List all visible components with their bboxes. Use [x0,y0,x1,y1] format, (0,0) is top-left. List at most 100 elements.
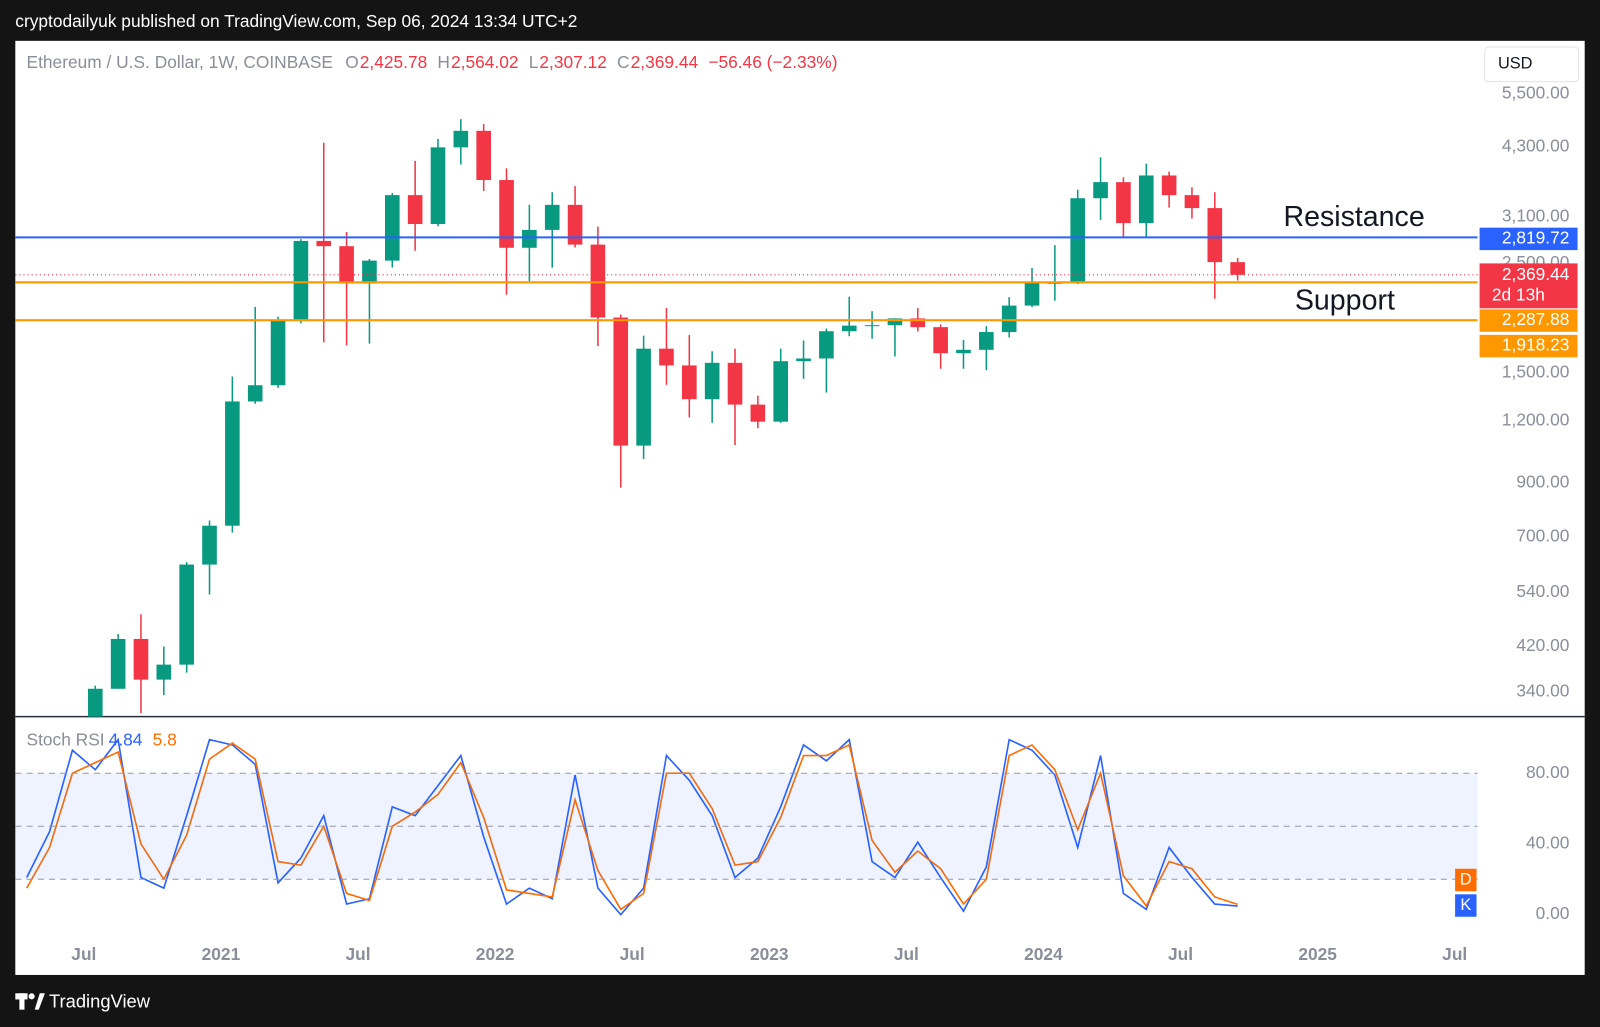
candle-body [1138,175,1154,224]
x-tick-label: Jul [1168,944,1193,964]
candle-body [1001,305,1017,333]
ohlc-key: C [617,52,630,72]
y-tick-label: 340.00 [1516,680,1569,700]
candle-body [407,195,423,225]
candle-body [316,240,332,247]
series-name: D [1460,870,1472,888]
annotation: Support [1295,285,1395,317]
candle-body [476,130,491,181]
ohlc-key: H [437,52,450,72]
stoch-line [26,742,1238,911]
candle-body [613,317,629,446]
candle-body [179,564,194,665]
candle-body [910,318,926,328]
last-price-label: 2,369.44 [1502,264,1570,284]
candle-body [133,638,149,680]
indicator-title: Stoch RSI [27,730,105,750]
x-tick-label: 2023 [750,944,789,964]
x-tick-label: Jul [71,944,96,964]
x-tick-label: Jul [345,944,370,964]
currency[interactable]: USD [1498,55,1533,73]
y-tick-label: 420.00 [1516,635,1569,655]
series-badge [1455,868,1477,892]
chart-area [15,40,1585,975]
candle-body [1230,262,1245,275]
candle-body [339,246,354,284]
candle-body [750,404,766,422]
candle-body [1161,175,1177,196]
candle-body [499,180,514,248]
candle-body [1184,195,1200,209]
candle-body [841,325,857,332]
ohlc-value: 2,307.12 [539,52,607,72]
candle-body [225,401,240,526]
candle-body [156,664,172,680]
candle-body [110,638,126,689]
level-badge [1479,334,1578,358]
candle-body [430,147,446,225]
indicator-value: 4.84 [109,730,143,750]
y-tick-label: 540.00 [1516,581,1569,601]
series-badge [1455,894,1477,917]
ohlc-value: 2,369.44 [631,52,699,72]
candle-body [659,348,674,366]
candle-body [362,260,377,284]
candle-body [864,325,880,327]
y-tick-label: 80.00 [1526,762,1569,782]
y-tick-label: 1,200.00 [1502,410,1570,430]
candle-body [956,349,971,354]
publish-info: cryptodailyuk published on TradingView.c… [15,11,577,31]
x-tick-label: 2022 [476,944,515,964]
candle-body [384,195,400,261]
ohlc-value: 2,564.02 [451,52,519,72]
y-tick-label: 3,100.00 [1502,206,1570,226]
candle-body [1024,282,1040,306]
candle-body [522,229,537,248]
footer-brand: TradingView [49,990,151,1011]
candle-body [681,365,697,400]
candle-body [773,361,789,422]
candle-body [590,244,606,318]
level-label: 2,287.88 [1502,309,1570,329]
candle-body [819,331,834,359]
currency-button[interactable] [1484,46,1580,83]
ohlc-key: O [345,52,358,72]
candle-body [979,332,994,350]
candle-body [293,240,309,321]
y-tick-label: 5,500.00 [1502,82,1570,102]
y-tick-label: 0.00 [1536,903,1570,923]
candle-body [1207,208,1223,263]
x-tick-label: Jul [620,944,645,964]
candle-body [453,130,469,148]
candle-body [202,525,217,565]
y-tick-label: 40.00 [1526,833,1569,853]
candle-body [887,318,903,326]
x-tick-label: 2024 [1024,944,1063,964]
candle-body [1093,182,1108,199]
y-tick-label: 700.00 [1516,525,1569,545]
ohlc-key: L [529,52,539,72]
level-label: 1,918.23 [1502,335,1570,355]
x-tick-label: Jul [1442,944,1467,964]
ohlc-value: 2,425.78 [360,52,428,72]
x-tick-label: 2021 [202,944,241,964]
y-tick-label: 1,500.00 [1502,362,1570,382]
candle-body [636,348,651,446]
footer-logo [15,993,45,1010]
x-tick-label: 2025 [1298,944,1337,964]
last-price-badge [1479,263,1578,309]
candle-body [933,327,948,354]
candle-body [270,320,286,386]
candle-body [727,362,743,405]
level-badge [1479,227,1578,251]
candle-body [544,204,560,230]
annotation: Resistance [1283,201,1424,233]
candle-body [1116,182,1131,224]
change: −56.46 (−2.33%) [708,52,837,72]
level-badge [1479,309,1578,332]
symbol-title: Ethereum / U.S. Dollar, 1W, COINBASE [27,52,333,72]
countdown: 2d 13h [1492,285,1545,305]
candle-body [1070,198,1086,283]
candle-body [87,688,103,717]
